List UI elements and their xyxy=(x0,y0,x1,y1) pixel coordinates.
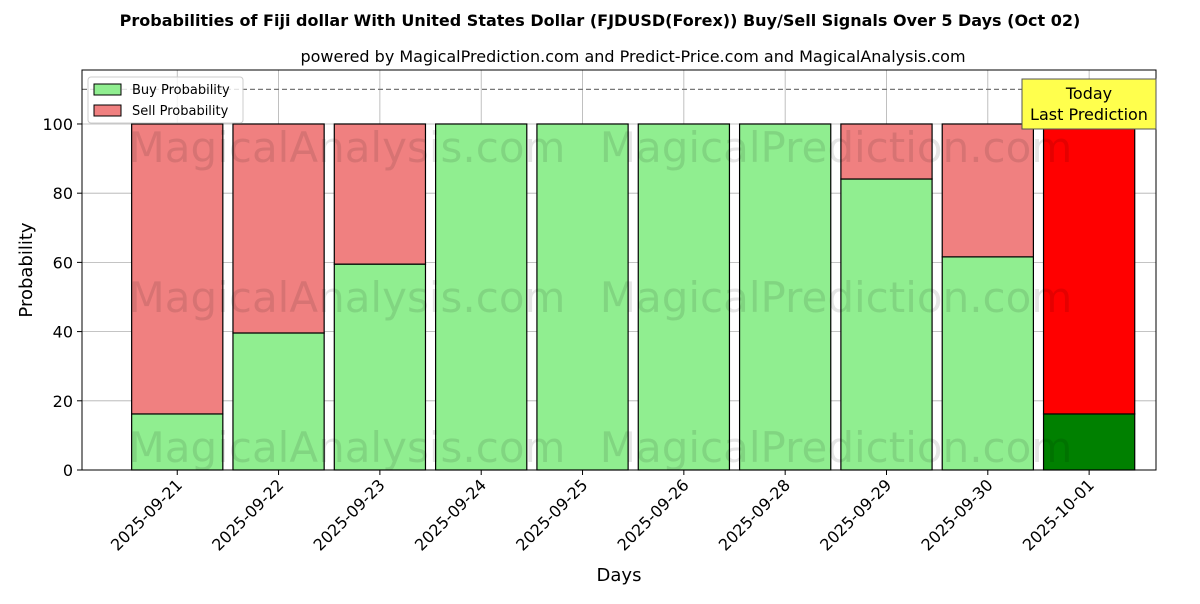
buy-bar xyxy=(1042,413,1136,471)
sell-bar xyxy=(333,123,427,265)
y-tick-label: 100 xyxy=(42,115,73,134)
watermark: MagicalAnalysis.com xyxy=(129,423,566,472)
buy-bar xyxy=(637,123,731,471)
x-tick-label: 2025-09-29 xyxy=(816,475,895,554)
watermark: MagicalPrediction.com xyxy=(600,423,1073,472)
y-tick-label: 40 xyxy=(53,323,73,342)
buy-bar xyxy=(536,123,629,471)
watermark: MagicalPrediction.com xyxy=(600,273,1073,322)
watermark: MagicalPrediction.com xyxy=(600,123,1073,172)
buy-bar xyxy=(435,123,528,471)
legend-swatch xyxy=(93,104,122,117)
y-axis-label: Probability xyxy=(16,222,37,317)
x-axis-label: Days xyxy=(597,565,642,586)
sell-bar xyxy=(840,123,933,180)
buy-bar xyxy=(941,256,1035,471)
buy-bar xyxy=(333,263,427,471)
x-tick-label: 2025-09-23 xyxy=(310,475,389,554)
x-tick-label: 2025-09-28 xyxy=(715,475,794,554)
annotation-box xyxy=(1021,78,1157,130)
y-tick-label: 80 xyxy=(53,184,73,203)
legend-label: Buy Probability xyxy=(132,83,230,98)
buy-bar xyxy=(232,332,325,471)
sell-bar xyxy=(232,123,325,334)
sell-bar xyxy=(1042,123,1136,415)
legend xyxy=(87,76,244,124)
x-tick-label: 2025-10-01 xyxy=(1019,475,1098,554)
sell-bar xyxy=(941,123,1035,258)
legend-swatch xyxy=(93,83,122,96)
annotation-line2: Last Prediction xyxy=(1030,105,1148,124)
annotation-line1: Today xyxy=(1065,84,1112,103)
buy-bar xyxy=(840,178,933,471)
x-tick-label: 2025-09-22 xyxy=(208,475,287,554)
y-tick-label: 60 xyxy=(53,253,73,272)
y-tick-label: 0 xyxy=(63,461,73,480)
chart-subtitle: powered by MagicalPrediction.com and Pre… xyxy=(300,47,965,66)
x-tick-label: 2025-09-30 xyxy=(917,475,996,554)
plot-frame xyxy=(81,69,1157,471)
y-tick-label: 20 xyxy=(53,392,73,411)
x-tick-label: 2025-09-24 xyxy=(411,475,490,554)
watermark: MagicalAnalysis.com xyxy=(129,123,566,172)
x-tick-label: 2025-09-21 xyxy=(107,475,186,554)
buy-bar xyxy=(738,123,832,471)
legend-label: Sell Probability xyxy=(132,104,229,119)
chart-title: Probabilities of Fiji dollar With United… xyxy=(120,11,1081,30)
watermark: MagicalAnalysis.com xyxy=(129,273,566,322)
x-tick-label: 2025-09-26 xyxy=(613,475,692,554)
x-tick-label: 2025-09-25 xyxy=(512,475,591,554)
sell-bar xyxy=(131,123,224,415)
